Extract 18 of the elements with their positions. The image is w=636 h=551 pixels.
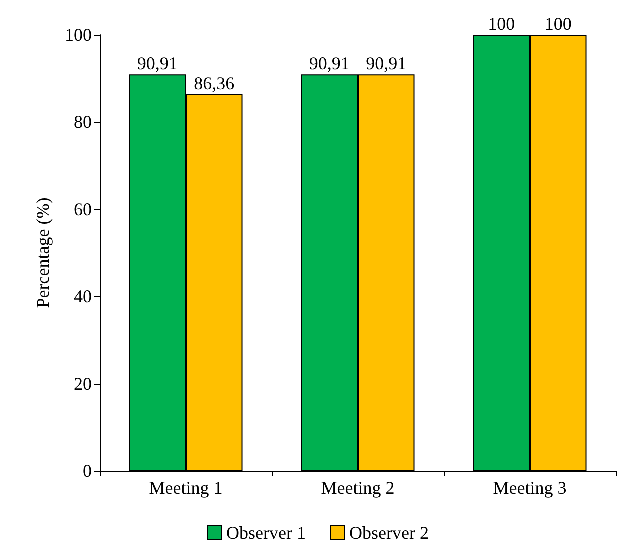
x-tick-label: Meeting 3: [493, 478, 567, 498]
y-tick-label: 100: [65, 25, 92, 45]
data-label: 86,36: [194, 73, 235, 94]
data-label: 90,91: [137, 54, 178, 74]
data-label: 90,91: [309, 54, 350, 74]
y-tick-label: 0: [83, 461, 92, 481]
y-axis-title: Percentage (%): [33, 198, 53, 308]
x-tick-label: Meeting 1: [149, 478, 223, 498]
legend-label: Observer 1: [226, 523, 306, 543]
data-label: 100: [544, 14, 572, 34]
y-tick-label: 20: [74, 374, 92, 394]
data-label: 100: [488, 14, 516, 34]
y-tick-label: 80: [74, 112, 92, 132]
data-label: 90,91: [366, 54, 407, 74]
x-tick-label: Meeting 2: [321, 478, 395, 498]
y-tick-label: 40: [74, 286, 92, 307]
legend-label: Observer 2: [350, 523, 429, 543]
y-tick-label: 60: [74, 199, 92, 220]
